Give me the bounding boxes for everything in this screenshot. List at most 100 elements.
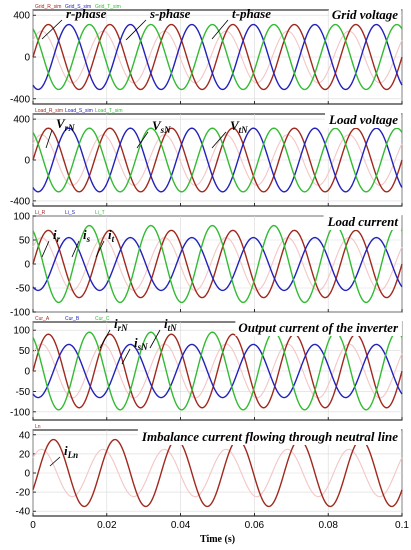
legend-entry: Cur_A: [35, 316, 50, 322]
annotation-label: VrN: [56, 116, 75, 133]
panel-title: Load voltage: [328, 112, 398, 127]
annotation-arrow: [71, 240, 80, 258]
background-trace: [32, 30, 403, 84]
x-tick-label: 0.1: [395, 520, 409, 531]
y-tick-label: 20: [19, 449, 31, 460]
background-trace: [32, 134, 403, 186]
series-line-Load_S_sim: [32, 127, 403, 193]
series-line-Cur_B: [32, 343, 403, 399]
y-tick-label: -100: [10, 308, 30, 319]
panel-title: Grid voltage: [332, 7, 398, 22]
background-trace: [32, 448, 403, 498]
annotation-arrow: [41, 240, 50, 258]
panel-1: 400 0 -400 Grid_R_sim Grid_S_sim Grid_T_sim Gr…: [10, 4, 403, 105]
y-tick-label: -40: [16, 507, 31, 518]
annotation-label: r-phase: [66, 6, 107, 21]
series-line-Ln: [32, 438, 403, 508]
panel-3: 100 50 0 -50 -100 Li_R Li_S Li_T Load current ir i…: [10, 210, 403, 319]
y-tick-label: -400: [10, 94, 30, 105]
annotation-arrow: [211, 131, 227, 149]
annotation-label: VtN: [230, 118, 248, 135]
y-tick-label: 0: [24, 156, 30, 167]
series-line-Load_T_sim: [32, 127, 403, 193]
y-tick-label: 0: [24, 260, 30, 271]
y-tick-label: 400: [13, 11, 30, 22]
x-tick-label: 0.04: [171, 520, 191, 531]
y-tick-label: 50: [19, 346, 31, 357]
annotation-arrow: [99, 329, 111, 349]
series-line-Cur_C: [32, 331, 403, 411]
annotation-arrow: [49, 456, 61, 467]
annotation-arrow: [41, 19, 63, 40]
y-tick-label: 50: [19, 236, 31, 247]
title-backdrop: [137, 428, 402, 445]
annotation-arrow: [121, 348, 131, 365]
annotation-label: ir: [53, 227, 61, 244]
annotation-label: VsN: [152, 118, 171, 135]
panel-2: 400 0 -400 Load_R_sim Load_S_sim Load_T_sim Lo…: [10, 108, 403, 207]
annotation-label: is: [83, 227, 91, 244]
y-tick-label: 0: [24, 469, 30, 480]
series-line-Load_R_sim: [32, 127, 403, 193]
x-tick-label: 0.02: [97, 520, 117, 531]
x-axis-label: Time (s): [200, 534, 235, 545]
x-tick-label: 0: [30, 520, 36, 531]
annotation-label: itN: [164, 316, 177, 333]
y-tick-label: -400: [10, 196, 30, 207]
annotation-arrow: [149, 329, 161, 349]
background-trace: [32, 237, 403, 291]
background-trace: [32, 343, 403, 399]
annotation-label: it: [108, 227, 115, 244]
annotation-arrow: [136, 131, 149, 149]
series-line-Li_R: [32, 229, 403, 299]
legend-entry: Load_T_sim: [95, 108, 123, 114]
y-tick-label: -50: [16, 284, 31, 295]
legend-entry: Li_R: [35, 210, 46, 216]
annotation-arrow: [95, 240, 105, 258]
y-tick-label: -50: [16, 387, 31, 398]
panel-title: Output current of the inverter: [238, 320, 399, 335]
y-tick-label: -20: [16, 488, 31, 499]
annotation-arrow: [125, 19, 147, 41]
series-line-Grid_R_sim: [32, 23, 403, 91]
y-tick-label: 0: [24, 367, 30, 378]
panel-title: Imbalance current flowing through neutra…: [141, 429, 398, 444]
y-tick-label: 40: [19, 430, 31, 441]
legend-entry: Ln: [35, 424, 41, 430]
legend-entry: Cur_B: [65, 316, 80, 322]
annotation-label: isN: [134, 335, 148, 352]
legend-entry: Li_T: [95, 210, 105, 216]
panel-5: 40 20 0 -20 -40 Ln Imbalance current flowing t…: [16, 424, 403, 518]
legend-entry: Load_R_sim: [35, 108, 63, 114]
series-line-Cur_A: [32, 333, 403, 409]
series-line-Grid_S_sim: [32, 23, 403, 91]
annotation-label: iLn: [64, 443, 78, 460]
x-tick-label: 0.08: [318, 520, 338, 531]
title-backdrop: [325, 111, 402, 128]
legend-entry: Load_S_sim: [65, 108, 93, 114]
y-tick-label: 100: [13, 212, 30, 223]
title-backdrop: [328, 6, 402, 23]
title-backdrop: [235, 319, 402, 336]
series-line-Li_T: [32, 224, 403, 304]
annotation-arrow: [211, 19, 229, 40]
annotation-label: irN: [114, 316, 128, 333]
panel-4: 100 50 0 -50 -100 Cur_A Cur_B Cur_C Output curre…: [10, 316, 403, 421]
y-tick-label: 0: [24, 53, 30, 64]
legend-entry: Grid_T_sim: [95, 4, 121, 10]
title-backdrop: [323, 213, 402, 230]
annotation-arrow: [45, 129, 53, 149]
y-tick-label: -100: [10, 407, 30, 418]
y-tick-label: 400: [13, 115, 30, 126]
legend-entry: Grid_S_sim: [65, 4, 91, 10]
series-line-Grid_T_sim: [32, 23, 403, 91]
legend-entry: Cur_C: [95, 316, 110, 322]
legend-entry: Li_S: [65, 210, 76, 216]
series-line-Li_S: [32, 236, 403, 292]
panel-title: Load current: [327, 214, 399, 229]
annotation-label: s-phase: [149, 6, 191, 21]
annotation-label: t-phase: [232, 6, 271, 21]
x-tick-label: 0.06: [245, 520, 265, 531]
y-tick-label: 100: [13, 326, 30, 337]
